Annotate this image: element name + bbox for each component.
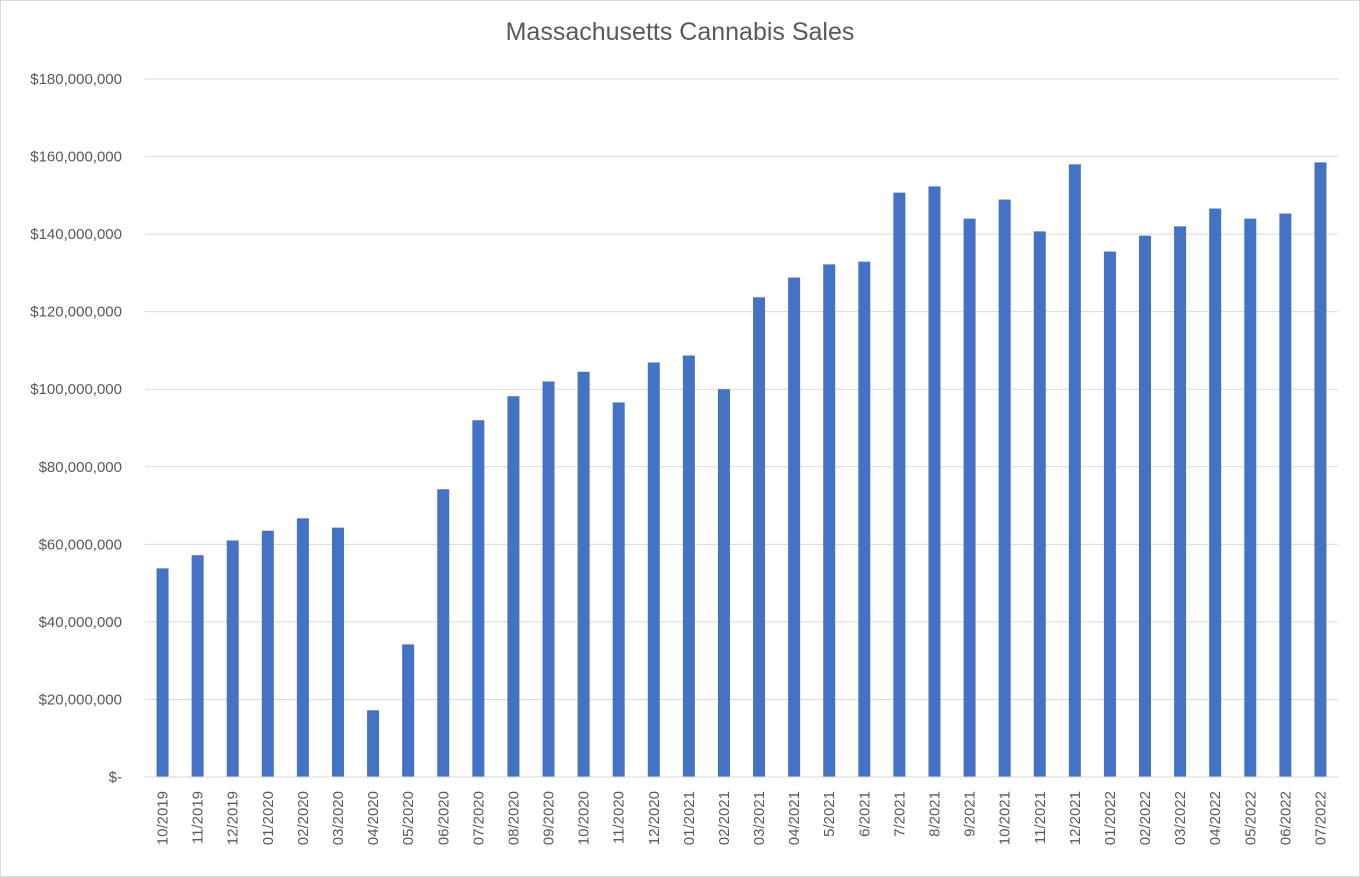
x-tick-label: 7/2021 xyxy=(891,791,908,837)
bar xyxy=(1279,213,1292,777)
bar xyxy=(612,402,625,777)
x-tick-label: 04/2020 xyxy=(365,791,382,845)
bar xyxy=(647,362,660,777)
bar xyxy=(331,527,344,777)
x-tick-label: 02/2020 xyxy=(295,791,312,845)
x-tick-label: 01/2020 xyxy=(260,791,277,845)
x-tick-label: 05/2022 xyxy=(1242,791,1259,845)
bar xyxy=(928,186,941,778)
y-tick-label: $80,000,000 xyxy=(39,459,122,476)
bar xyxy=(788,277,801,777)
y-axis-ticks: $- $20,000,000 $40,000,000 $60,000,000 $80,0… xyxy=(30,71,122,786)
bar xyxy=(1139,235,1152,777)
bar xyxy=(577,371,590,777)
bar xyxy=(1033,231,1046,777)
bar xyxy=(1244,218,1257,778)
x-tick-label: 03/2020 xyxy=(330,791,347,845)
bar xyxy=(1103,251,1116,778)
chart-title: Massachusetts Cannabis Sales xyxy=(505,18,855,46)
x-tick-label: 02/2021 xyxy=(716,791,733,845)
bar xyxy=(893,192,906,777)
x-tick-label: 05/2020 xyxy=(400,791,417,845)
x-tick-label: 6/2021 xyxy=(856,791,873,837)
x-tick-label: 09/2020 xyxy=(541,791,558,845)
y-tick-label: $120,000,000 xyxy=(30,304,122,321)
gridlines xyxy=(145,78,1338,700)
bar xyxy=(507,396,520,777)
bar xyxy=(998,199,1011,778)
x-tick-label: 9/2021 xyxy=(962,791,979,837)
x-tick-label: 07/2020 xyxy=(470,791,487,845)
x-tick-label: 02/2022 xyxy=(1137,791,1154,845)
y-tick-label: $60,000,000 xyxy=(39,536,122,553)
bar xyxy=(858,261,871,778)
x-tick-label: 04/2021 xyxy=(786,791,803,845)
x-tick-label: 06/2022 xyxy=(1277,791,1294,845)
x-axis-ticks: 10/2019 11/2019 12/2019 01/2020 02/2020 03/20… xyxy=(155,791,1330,845)
y-tick-label: $20,000,000 xyxy=(39,691,122,708)
bar xyxy=(191,555,204,777)
bar xyxy=(437,489,450,777)
x-tick-label: 11/2019 xyxy=(190,791,207,844)
bar xyxy=(226,540,239,777)
x-tick-label: 01/2021 xyxy=(681,791,698,845)
y-tick-label: $180,000,000 xyxy=(30,71,122,88)
x-tick-label: 12/2020 xyxy=(646,791,663,845)
x-tick-label: 11/2021 xyxy=(1032,791,1049,844)
bar xyxy=(1209,208,1222,778)
bar xyxy=(367,710,380,777)
x-tick-label: 08/2020 xyxy=(505,791,522,845)
bar xyxy=(156,568,169,777)
x-tick-label: 10/2020 xyxy=(576,791,593,845)
bar xyxy=(717,389,730,777)
x-tick-label: 8/2021 xyxy=(926,791,943,837)
x-tick-label: 12/2019 xyxy=(225,791,242,845)
y-tick-label: $40,000,000 xyxy=(39,614,122,631)
y-tick-label: $160,000,000 xyxy=(30,149,122,166)
x-tick-label: 10/2019 xyxy=(155,791,172,845)
bars xyxy=(156,162,1327,778)
bar xyxy=(1068,164,1081,778)
y-tick-label: $140,000,000 xyxy=(30,226,122,243)
x-tick-label: 03/2022 xyxy=(1172,791,1189,845)
bar xyxy=(542,381,555,777)
bar xyxy=(402,644,415,777)
bar xyxy=(261,530,274,777)
bar xyxy=(682,355,695,777)
x-tick-label: 12/2021 xyxy=(1067,791,1084,845)
bar xyxy=(296,518,309,777)
bar xyxy=(472,420,485,777)
y-tick-label: $- xyxy=(109,769,122,786)
bar xyxy=(963,218,976,778)
x-tick-label: 10/2021 xyxy=(997,791,1014,845)
x-tick-label: 07/2022 xyxy=(1312,791,1329,845)
bar xyxy=(753,297,766,777)
x-tick-label: 01/2022 xyxy=(1102,791,1119,845)
x-tick-label: 03/2021 xyxy=(751,791,768,845)
bar xyxy=(823,264,836,777)
x-tick-label: 11/2020 xyxy=(611,791,628,844)
x-tick-label: 5/2021 xyxy=(821,791,838,837)
x-tick-label: 06/2020 xyxy=(435,791,452,845)
y-tick-label: $100,000,000 xyxy=(30,381,122,398)
x-tick-label: 04/2022 xyxy=(1207,791,1224,845)
bar xyxy=(1314,162,1327,778)
bar xyxy=(1174,226,1187,777)
